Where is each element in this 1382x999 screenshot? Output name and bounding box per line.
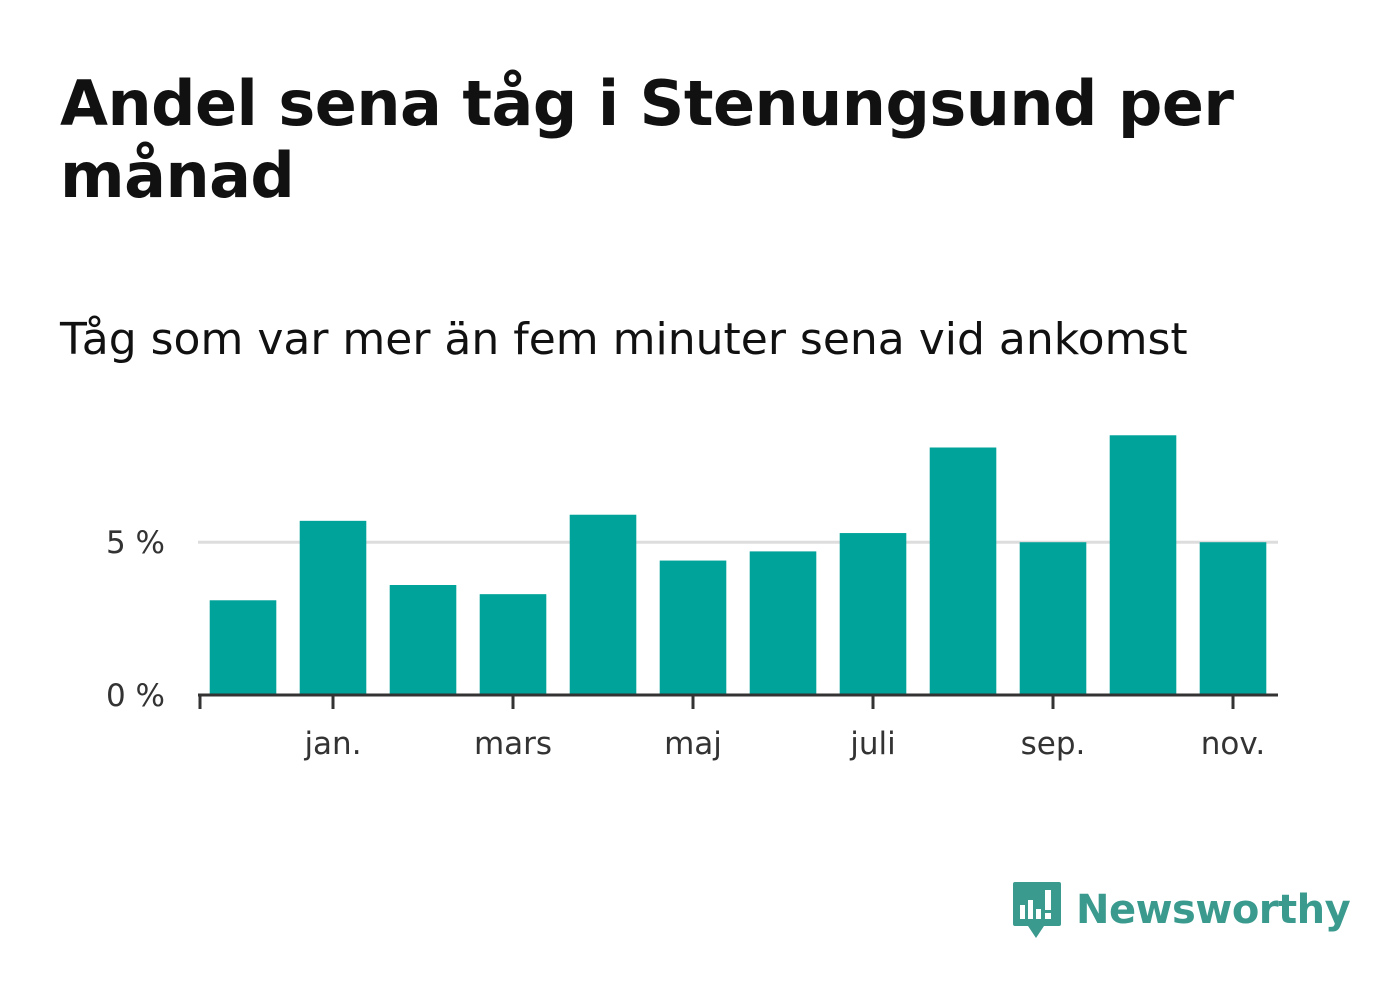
bar-mars	[479, 594, 547, 695]
x-tick-label: sep.	[1021, 726, 1086, 762]
bar-dec	[209, 600, 277, 695]
y-tick-labels: 0 % 5 %	[106, 525, 165, 714]
bar-juni	[749, 551, 817, 695]
chart-title: Andel sena tåg i Stenungsund per månad	[60, 67, 1234, 212]
bar-feb	[389, 585, 457, 695]
y-tick-label: 5 %	[106, 525, 165, 561]
x-axis	[198, 693, 1278, 709]
bar-aug	[929, 447, 997, 695]
bar-chart-speech-bubble-icon	[1013, 882, 1061, 938]
bar-okt	[1109, 435, 1177, 695]
bar-apr	[569, 514, 637, 695]
x-tick-label: nov.	[1201, 726, 1265, 762]
bar-sep	[1019, 542, 1087, 695]
x-tick-label: maj	[664, 726, 722, 762]
y-tick-label: 0 %	[106, 678, 165, 714]
chart-subtitle: Tåg som var mer än fem minuter sena vid …	[60, 314, 1188, 365]
x-tick-labels: jan. mars maj juli sep. nov.	[303, 726, 1265, 762]
x-tick-label: jan.	[303, 726, 361, 762]
bar-jan	[299, 520, 367, 695]
bar-juli	[839, 533, 907, 695]
bar-maj	[659, 560, 727, 695]
x-tick-label: juli	[849, 726, 896, 762]
newsworthy-logo: Newsworthy	[1012, 880, 1351, 940]
bar-nov	[1199, 542, 1267, 695]
x-tick-label: mars	[474, 726, 552, 762]
brand-name: Newsworthy	[1076, 887, 1351, 933]
bars	[209, 435, 1267, 695]
